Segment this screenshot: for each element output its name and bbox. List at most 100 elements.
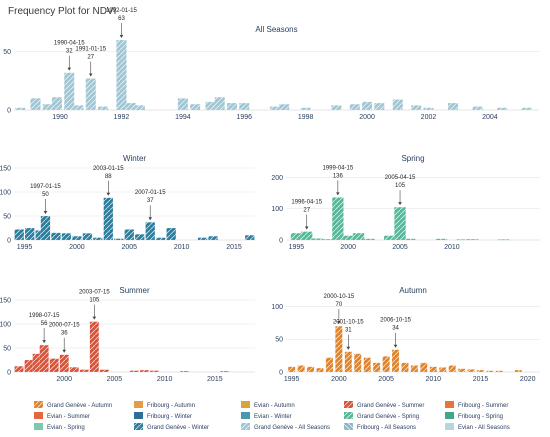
x-tick-label: 2005 [392, 244, 408, 251]
x-tick-label: 1998 [298, 114, 314, 121]
x-tick-label: 1996 [236, 114, 252, 121]
y-tick-label: 100 [271, 206, 283, 213]
legend-label: Grand Genève - Summer [357, 403, 424, 409]
legend-label: Evian - Winter [254, 414, 292, 420]
bar [361, 101, 373, 111]
legend-item[interactable]: Evian - Spring [34, 423, 85, 431]
bar [129, 370, 140, 373]
bar [311, 238, 323, 241]
bar [59, 354, 69, 373]
bar [331, 197, 344, 241]
bar [24, 359, 34, 373]
annotation-value: 136 [333, 173, 344, 179]
legend-item[interactable]: Fribourg - Winter [134, 412, 192, 420]
legend-item[interactable]: Grand Genève - Autumn [34, 401, 112, 409]
legend-item[interactable]: Evian - Summer [34, 412, 90, 420]
legend-label: Evian - Autumn [254, 403, 295, 409]
legend-item[interactable]: Grand Genève - Spring [344, 412, 419, 420]
legend-item[interactable]: Fribourg - All Seasons [344, 423, 416, 431]
annotation-arrowhead [398, 202, 402, 206]
subplot-spring: Spring 0 100 200 1995 2000 2005 2010 1996-04-15 2… [271, 154, 540, 251]
bar [113, 238, 124, 241]
annotation-value: 56 [41, 321, 48, 327]
legend-item[interactable]: Grand Genève - All Seasons [241, 423, 330, 431]
annotation-value: 36 [61, 331, 68, 337]
bar [423, 107, 434, 111]
y-tick-label: 100 [271, 304, 283, 311]
y-tick-label: 200 [271, 175, 283, 182]
bar [514, 369, 522, 373]
bar [103, 197, 114, 241]
bar [300, 107, 311, 111]
annotation-arrowhead [62, 349, 67, 353]
x-tick-label: 2015 [226, 244, 242, 251]
annotation-date: 2000-10-15 [324, 294, 355, 300]
bar [495, 370, 504, 373]
x-tick-label: 2020 [520, 376, 536, 383]
bar [99, 369, 110, 373]
bar [149, 370, 160, 373]
bar [24, 227, 35, 241]
y-tick-label: 0 [7, 237, 11, 244]
x-tick-label: 1995 [284, 376, 300, 383]
annotation-date: 1990-04-15 [54, 41, 85, 47]
bar [429, 366, 437, 373]
bar [392, 99, 403, 111]
bar [64, 72, 75, 111]
bar [300, 231, 313, 241]
legend-item[interactable]: Evian - Autumn [241, 401, 295, 409]
annotation-date: 2007-01-15 [135, 190, 166, 196]
legend-swatch [34, 401, 43, 408]
legend-swatch [344, 412, 353, 419]
legend-item[interactable]: Grand Genève - Winter [134, 423, 209, 431]
legend-item[interactable]: Evian - Winter [241, 412, 292, 420]
bar [439, 367, 447, 373]
bar [457, 368, 466, 373]
bar [297, 365, 305, 373]
annotation-arrowhead [304, 226, 309, 230]
x-tick-label: 2005 [378, 376, 394, 383]
annotation-date: 1998-07-15 [29, 313, 60, 319]
legend-swatch [445, 401, 454, 408]
annotation-date: 1999-04-15 [322, 165, 353, 171]
bar [349, 104, 361, 111]
x-tick-label: 1990 [52, 114, 68, 121]
bar [14, 366, 24, 373]
x-tick-label: 1995 [289, 244, 305, 251]
bar [447, 102, 459, 111]
legend-swatch [134, 423, 143, 430]
legend: Grand Genève - Autumn Fribourg - Autumn Ev… [34, 401, 510, 431]
bar [354, 353, 362, 373]
annotation-arrowhead [337, 321, 341, 325]
legend-label: Fribourg - Autumn [147, 403, 195, 409]
legend-item[interactable]: Fribourg - Autumn [134, 401, 195, 409]
subplot-autumn: Autumn 0 50 100 1995 2000 2005 2010 2015 2020 2000… [271, 286, 540, 383]
subplot-title-all: All Seasons [255, 25, 297, 34]
bar [363, 357, 371, 373]
annotation-date: 2003-01-15 [93, 166, 124, 172]
bar [435, 238, 448, 241]
bar [476, 369, 485, 373]
annotation-value: 105 [89, 298, 100, 304]
legend-label: Grand Genève - Spring [357, 414, 419, 420]
y-tick-label: 150 [0, 165, 11, 172]
legend-item[interactable]: Grand Genève - Summer [344, 401, 424, 409]
legend-item[interactable]: Evian - All Seasons [445, 423, 510, 431]
bar [497, 239, 510, 241]
x-tick-label: 2015 [207, 376, 223, 383]
x-tick-label: 2010 [426, 376, 442, 383]
bar [197, 237, 208, 241]
bar [306, 366, 315, 373]
bar [177, 98, 189, 111]
legend-swatch [134, 401, 143, 408]
legend-item[interactable]: Fribourg - Summer [445, 401, 508, 409]
annotation-value: 63 [118, 16, 125, 22]
bar [39, 344, 49, 373]
bar [73, 105, 84, 111]
bar [49, 358, 59, 373]
legend-swatch [241, 401, 250, 408]
bar [467, 369, 475, 373]
legend-item[interactable]: Fribourg - Spring [445, 412, 503, 420]
annotation-value: 105 [395, 183, 406, 189]
